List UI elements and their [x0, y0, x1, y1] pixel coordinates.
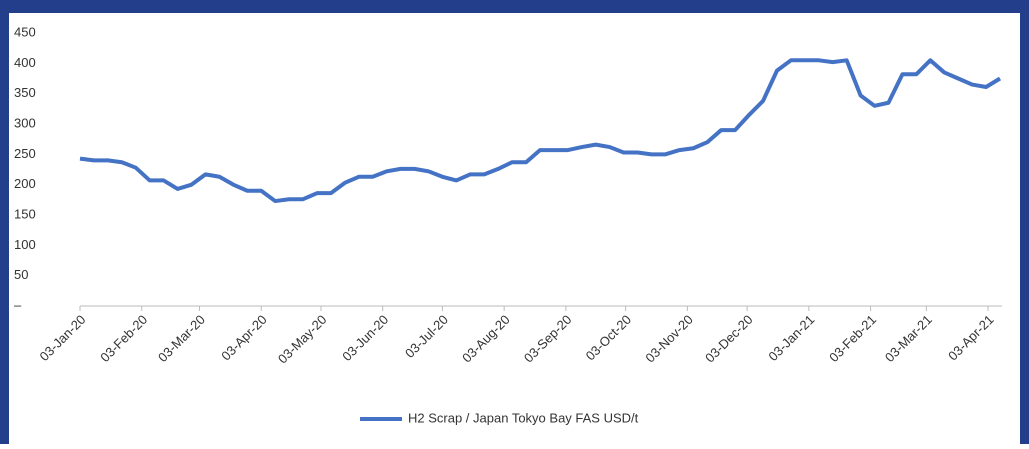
y-tick-label: 300 — [14, 115, 36, 130]
y-tick-label: 150 — [14, 206, 36, 221]
y-tick-label: 100 — [14, 237, 36, 252]
y-tick-label: 200 — [14, 176, 36, 191]
chart-area — [9, 13, 1020, 444]
data-line — [79, 58, 1002, 204]
legend-label: H2 Scrap / Japan Tokyo Bay FAS USD/t — [408, 410, 639, 425]
y-tick-label: – — [14, 297, 22, 312]
y-tick-label: 250 — [14, 146, 36, 161]
y-tick-label: 450 — [14, 24, 36, 39]
y-tick-label: 50 — [14, 267, 28, 282]
y-tick-label: 400 — [14, 55, 36, 70]
y-tick-label: 350 — [14, 85, 36, 100]
